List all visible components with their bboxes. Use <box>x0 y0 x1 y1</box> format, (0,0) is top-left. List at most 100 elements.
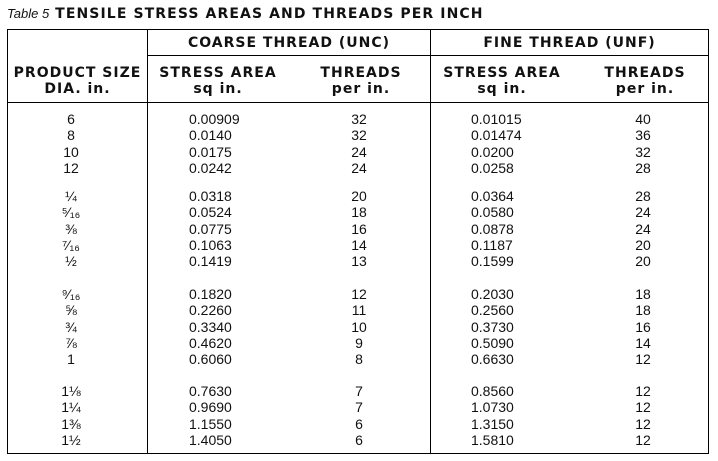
size-cell: ⁷⁄₁₆ <box>62 236 80 253</box>
tpi-cell: 12 <box>635 351 651 368</box>
size-cell: 1¼ <box>61 399 81 416</box>
area-cell: 0.0242 <box>189 159 232 176</box>
tpi-cell: 12 <box>635 431 651 448</box>
area-cell: 0.8560 <box>471 383 514 399</box>
tpi-cell: 40 <box>635 111 651 127</box>
unc-stress-area-header: STRESS AREA sq in. <box>159 65 277 97</box>
tpi-cell: 16 <box>351 220 367 237</box>
area-cell: 0.0175 <box>189 143 232 160</box>
area-cell: 0.0878 <box>471 220 514 237</box>
unf-tpi-column-group-1: 40 36 32 28 <box>613 111 673 176</box>
unf-threads-header: THREADS per in. <box>604 65 686 97</box>
size-column-group-4: 1⅛ 1¼ 1⅜ 1½ <box>41 383 101 448</box>
size-cell: ¼ <box>65 188 77 204</box>
tpi-cell: 24 <box>635 204 651 221</box>
tpi-cell: 12 <box>351 286 367 302</box>
col-divider-groups <box>430 30 431 453</box>
unc-tpi-column-group-1: 32 32 24 24 <box>329 111 389 176</box>
area-cell: 0.6630 <box>471 351 514 368</box>
area-cell: 0.3340 <box>189 318 232 335</box>
tpi-cell: 18 <box>635 286 651 302</box>
area-cell: 0.01015 <box>471 111 522 127</box>
area-cell: 0.1820 <box>189 286 232 302</box>
tpi-cell: 14 <box>635 334 651 351</box>
tpi-cell: 12 <box>635 399 651 416</box>
tpi-cell: 36 <box>635 127 651 144</box>
tpi-cell: 13 <box>351 253 367 270</box>
area-cell: 0.0200 <box>471 143 514 160</box>
fine-group-header: FINE THREAD (UNF) <box>483 35 656 51</box>
unf-area-column-group-1: 0.01015 0.01474 0.0200 0.0258 <box>471 111 561 176</box>
tpi-cell: 20 <box>351 188 367 204</box>
header-bottom-divider <box>8 102 708 103</box>
unc-tpi-column-group-3: 12 11 10 9 8 <box>329 286 389 367</box>
unc-tpi-column-group-2: 20 18 16 14 13 <box>329 188 389 269</box>
size-cell: ⁹⁄₁₆ <box>61 286 81 302</box>
unc-threads-header: THREADS per in. <box>320 65 402 97</box>
product-size-header: PRODUCT SIZE DIA. in. <box>13 65 142 97</box>
size-cell: 8 <box>67 127 75 144</box>
tpi-cell: 32 <box>351 127 367 144</box>
tpi-cell: 32 <box>635 143 651 160</box>
area-cell: 0.4620 <box>189 334 232 351</box>
area-cell: 0.3730 <box>471 318 514 335</box>
tpi-cell: 18 <box>351 204 367 221</box>
size-cell: 1½ <box>61 431 81 448</box>
area-cell: 0.7630 <box>189 383 232 399</box>
area-cell: 0.5090 <box>471 334 514 351</box>
area-cell: 0.9690 <box>189 399 232 416</box>
tpi-cell: 7 <box>355 399 363 416</box>
area-cell: 1.5810 <box>471 431 514 448</box>
area-cell: 1.3150 <box>471 415 514 432</box>
stress-table: COARSE THREAD (UNC) FINE THREAD (UNF) PR… <box>7 29 709 454</box>
area-cell: 0.01474 <box>471 127 522 144</box>
tpi-cell: 11 <box>351 302 367 319</box>
size-cell: ¾ <box>65 318 77 335</box>
table-title: Table 5 TENSILE STRESS AREAS AND THREADS … <box>7 4 484 24</box>
table-number: Table 5 <box>7 6 50 21</box>
tpi-cell: 7 <box>355 383 363 399</box>
unf-tpi-column-group-3: 18 18 16 14 12 <box>613 286 673 367</box>
coarse-group-header: COARSE THREAD (UNC) <box>187 35 391 51</box>
unf-stress-area-header: STRESS AREA sq in. <box>443 65 561 97</box>
tpi-cell: 6 <box>355 431 363 448</box>
area-cell: 1.1550 <box>189 415 232 432</box>
tpi-cell: 12 <box>635 415 651 432</box>
tpi-cell: 24 <box>635 220 651 237</box>
size-column-group-3: ⁹⁄₁₆ ⅝ ¾ ⅞ 1 <box>41 286 101 367</box>
tpi-cell: 20 <box>635 236 651 253</box>
unc-area-column-group-4: 0.7630 0.9690 1.1550 1.4050 <box>189 383 279 448</box>
size-cell: 10 <box>63 143 79 160</box>
tpi-cell: 28 <box>635 159 651 176</box>
tpi-cell: 14 <box>351 236 367 253</box>
unf-area-column-group-2: 0.0364 0.0580 0.0878 0.1187 0.1599 <box>471 188 561 269</box>
table-title-text: TENSILE STRESS AREAS AND THREADS PER INC… <box>55 6 484 22</box>
area-cell: 0.0775 <box>189 220 232 237</box>
size-cell: ½ <box>65 253 77 270</box>
area-cell: 0.0140 <box>189 127 232 144</box>
tpi-cell: 9 <box>355 334 363 351</box>
area-cell: 0.1419 <box>189 253 232 270</box>
area-cell: 0.6060 <box>189 351 232 368</box>
tpi-cell: 12 <box>635 383 651 399</box>
tpi-cell: 18 <box>635 302 651 319</box>
area-cell: 0.0524 <box>189 204 232 221</box>
tpi-cell: 32 <box>351 111 367 127</box>
tpi-cell: 16 <box>635 318 651 335</box>
area-cell: 0.2560 <box>471 302 514 319</box>
area-cell: 0.0318 <box>189 188 232 204</box>
size-cell: ⅞ <box>65 334 77 351</box>
unc-tpi-column-group-4: 7 7 6 6 <box>329 383 389 448</box>
area-cell: 0.1063 <box>189 236 232 253</box>
size-cell: ⅝ <box>65 302 77 319</box>
unf-tpi-column-group-4: 12 12 12 12 <box>613 383 673 448</box>
unc-area-column-group-2: 0.0318 0.0524 0.0775 0.1063 0.1419 <box>189 188 279 269</box>
size-cell: 6 <box>67 111 75 127</box>
unf-area-column-group-3: 0.2030 0.2560 0.3730 0.5090 0.6630 <box>471 286 561 367</box>
col-divider-size <box>147 30 148 453</box>
tpi-cell: 28 <box>635 188 651 204</box>
area-cell: 0.0258 <box>471 159 514 176</box>
group-header-divider <box>147 55 709 56</box>
area-cell: 0.0364 <box>471 188 514 204</box>
size-cell: 1 <box>67 351 75 368</box>
